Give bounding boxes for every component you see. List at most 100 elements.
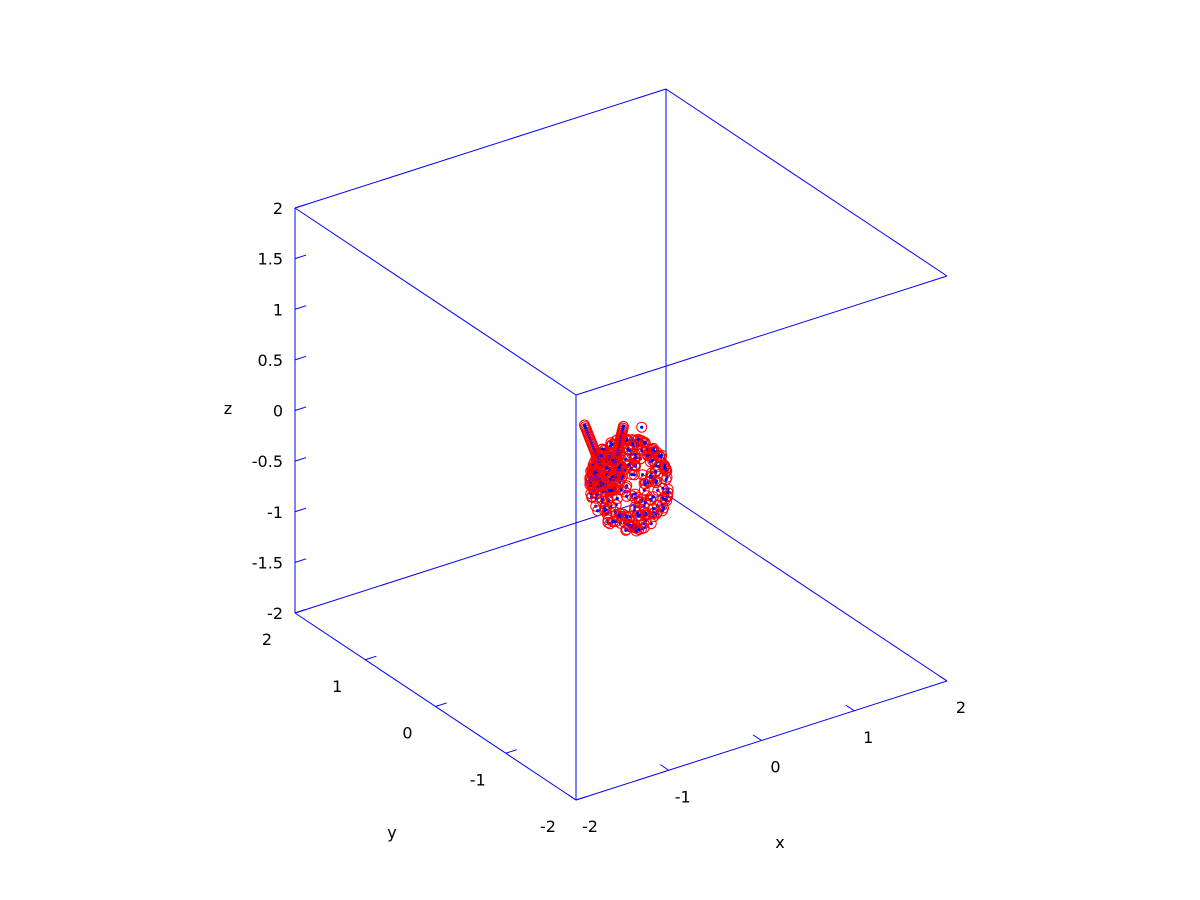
- data-point-center: [610, 443, 614, 447]
- data-point-marker: [615, 484, 627, 496]
- data-point-marker: [633, 524, 645, 536]
- data-point: [630, 525, 642, 537]
- data-point: [629, 501, 641, 513]
- data-point-marker: [603, 496, 615, 508]
- data-point: [600, 504, 612, 516]
- data-point: [613, 510, 625, 522]
- data-points: [579, 419, 674, 537]
- data-point-marker: [592, 505, 604, 517]
- data-point-marker: [647, 491, 659, 503]
- y-tick-mark: [575, 795, 588, 801]
- box-edge-HE: [294, 207, 577, 396]
- box-edge-BC: [665, 493, 948, 682]
- x-tick-label: -1: [675, 787, 691, 806]
- x-tick-label: 1: [863, 728, 873, 747]
- data-point-center: [604, 508, 608, 512]
- data-point-center: [615, 496, 619, 501]
- data-point-center: [611, 475, 615, 479]
- data-point-marker: [629, 501, 641, 513]
- x-tick-mark: [660, 764, 670, 771]
- data-point-center: [630, 525, 634, 529]
- data-point-center: [663, 497, 668, 501]
- data-point-center: [611, 520, 615, 524]
- x-tick-mark: [845, 704, 855, 712]
- data-point-center: [643, 441, 647, 445]
- data-point-center: [599, 480, 603, 484]
- box-edge-GH: [294, 88, 667, 209]
- data-point-marker: [601, 462, 613, 474]
- data-point-marker: [647, 454, 659, 466]
- data-point-marker: [652, 460, 664, 472]
- box-edge-FG: [665, 88, 948, 277]
- data-point-marker: [621, 490, 633, 502]
- z-tick-label: -1: [267, 503, 283, 522]
- data-point-center: [661, 486, 665, 490]
- data-point: [596, 493, 608, 505]
- data-point-marker: [656, 449, 668, 461]
- y-tick-label: 2: [262, 630, 272, 649]
- data-point-marker: [604, 473, 616, 485]
- data-point-center: [596, 509, 600, 513]
- data-point-center: [643, 482, 647, 486]
- z-axis-label: z: [224, 399, 232, 418]
- data-point: [604, 485, 616, 497]
- data-point-marker: [620, 510, 632, 522]
- z-tick-label: 1: [273, 300, 283, 319]
- data-point: [601, 462, 613, 474]
- data-point-marker: [604, 485, 616, 497]
- data-point-marker: [631, 507, 643, 519]
- z-tick-mark: [294, 254, 307, 260]
- data-point-center: [636, 437, 640, 441]
- data-point: [628, 469, 640, 481]
- data-point-marker: [615, 473, 627, 485]
- data-point-center: [599, 454, 603, 458]
- x-tick-label: 2: [956, 698, 966, 717]
- tick-labels: -2 -1 0 1 2 -2 -1 0 1 2 -2 -1.5 -1 -0.5 0 0.5 1 1.5 2: [252, 199, 966, 836]
- data-point: [627, 438, 638, 450]
- data-point-center: [634, 529, 638, 533]
- data-point-center: [652, 507, 656, 511]
- data-point-center: [666, 491, 670, 495]
- data-point-center: [664, 478, 668, 482]
- data-point: [607, 516, 619, 528]
- data-point-center: [625, 494, 629, 498]
- x-tick-label: -2: [582, 817, 598, 836]
- data-point: [647, 454, 659, 466]
- data-point: [626, 521, 638, 533]
- data-point-center: [654, 470, 658, 474]
- data-point-marker: [650, 466, 662, 478]
- data-point-center: [630, 442, 635, 446]
- data-point-marker: [617, 420, 629, 432]
- y-tick-mark: [365, 655, 377, 661]
- data-point-center: [582, 423, 587, 427]
- data-point-center: [637, 528, 641, 532]
- z-tick-mark: [294, 507, 307, 513]
- z-tick-label: 0.5: [258, 351, 283, 370]
- data-point: [650, 466, 662, 478]
- data-point: [615, 484, 627, 496]
- tick-marks: [294, 203, 948, 801]
- data-point: [639, 478, 651, 490]
- z-tick-mark: [294, 203, 307, 209]
- data-point-marker: [658, 459, 670, 471]
- data-point-marker: [639, 497, 651, 509]
- x-tick-mark: [752, 734, 762, 741]
- data-point-center: [617, 466, 621, 470]
- data-point-marker: [607, 471, 619, 483]
- data-point: [623, 444, 635, 456]
- z-tick-label: 1.5: [258, 250, 283, 269]
- data-point-marker: [589, 467, 601, 478]
- data-point-marker: [630, 452, 642, 464]
- data-point-marker: [648, 503, 660, 515]
- data-point-marker: [607, 454, 619, 466]
- data-point-center: [611, 458, 615, 462]
- data-point: [639, 437, 651, 449]
- data-point-marker: [623, 444, 635, 456]
- data-point-marker: [647, 444, 659, 456]
- data-point: [607, 471, 619, 483]
- data-point-marker: [634, 510, 646, 522]
- data-point-center: [636, 514, 640, 518]
- data-point-marker: [660, 474, 672, 486]
- data-point-center: [633, 505, 637, 509]
